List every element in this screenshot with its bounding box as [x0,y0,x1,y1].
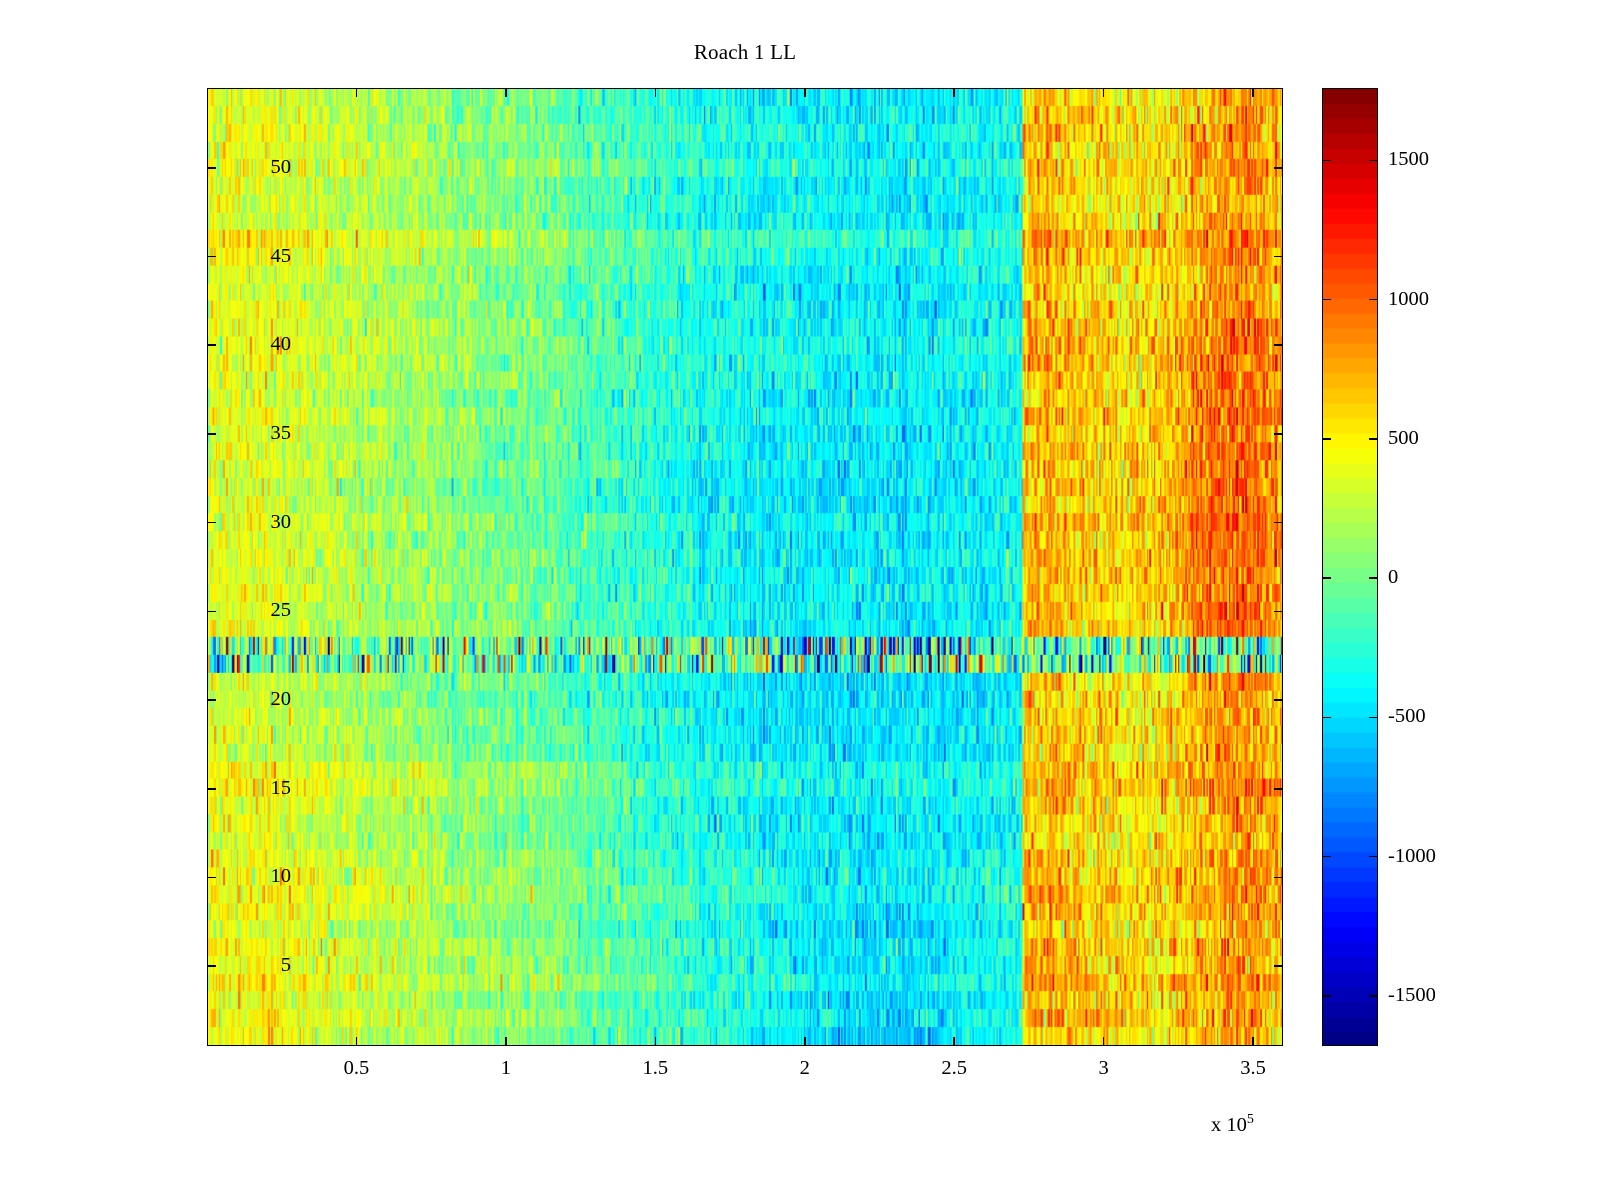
colorbar-tick [1322,298,1331,301]
y-axis-tick [1274,167,1283,169]
x-axis-tick [355,1037,358,1046]
x-axis-tick [505,88,507,97]
y-axis-tick [1274,699,1283,701]
y-axis-tick-label: 50 [270,155,292,178]
y-axis-tick [207,876,216,879]
y-axis-tick [207,167,216,169]
y-axis-tick [1274,610,1283,613]
colorbar-tick [1369,298,1378,301]
x-axis-exponent-base: x 10 [1211,1113,1247,1136]
x-axis-tick [1252,1037,1254,1046]
y-axis-tick [207,521,216,524]
x-axis-tick [654,1037,657,1046]
y-axis-tick [207,699,216,701]
x-axis-tick [1252,88,1254,97]
x-axis-tick [953,88,956,97]
y-axis-tick [1274,255,1283,258]
y-axis-tick [1274,521,1283,524]
y-axis-tick-label: 40 [270,333,292,356]
y-axis-tick-label: 5 [280,954,291,977]
x-axis-tick [803,88,806,97]
x-axis-tick [803,1037,806,1046]
colorbar-tick [1369,716,1378,719]
colorbar-tick-label: 0 [1388,566,1399,589]
y-axis-tick [207,344,216,347]
y-axis-tick-label: 25 [270,599,292,622]
y-axis-tick-label: 10 [270,865,292,888]
x-axis-tick-label: 1.5 [642,1057,669,1079]
x-axis-tick-label: 3 [1098,1057,1109,1079]
colorbar-gradient [1323,89,1377,1045]
y-axis-tick [1274,876,1283,879]
x-axis-tick [355,88,358,97]
colorbar-tick [1322,577,1331,579]
y-axis-tick-label: 45 [270,244,292,267]
y-axis-tick [207,965,216,967]
x-axis-tick [953,1037,956,1046]
y-axis-tick-label: 30 [270,510,292,533]
colorbar-tick [1369,438,1378,440]
y-axis-tick [207,610,216,613]
page-title: Roach 1 LL [693,40,797,64]
x-axis-tick-label: 3.5 [1240,1057,1266,1079]
x-axis-tick-label: 1 [500,1057,511,1079]
x-axis-tick-label: 2 [799,1057,810,1079]
colorbar-tick [1369,995,1378,997]
colorbar-tick-label: -500 [1388,705,1426,728]
y-axis-tick-label: 35 [270,421,292,444]
colorbar-tick-label: 500 [1388,426,1419,449]
y-axis-tick-label: 20 [270,688,292,711]
colorbar-tick [1322,995,1331,997]
y-axis-tick [207,787,216,790]
y-axis-tick [1274,965,1283,967]
y-axis-tick [207,255,216,258]
y-axis-tick [1274,787,1283,790]
colorbar[interactable] [1322,88,1378,1046]
x-axis-tick [654,88,657,97]
x-axis-tick [1102,88,1105,97]
colorbar-tick [1322,438,1331,440]
colorbar-tick [1322,716,1331,719]
colorbar-tick [1369,855,1378,858]
x-axis-exponent: x 105 [1211,1112,1254,1137]
colorbar-tick-label: -1000 [1388,844,1436,867]
colorbar-tick-label: 1500 [1388,148,1429,171]
x-axis-tick-label: 0.5 [343,1057,370,1079]
y-axis-tick-label: 15 [270,776,292,799]
colorbar-tick-label: -1500 [1388,983,1436,1006]
colorbar-tick [1369,577,1378,579]
heatmap-axes[interactable] [207,88,1283,1046]
x-axis-tick [1102,1037,1105,1046]
colorbar-tick [1322,855,1331,858]
y-axis-tick [1274,344,1283,347]
colorbar-tick-label: 1000 [1388,287,1429,310]
x-axis-exponent-power: 5 [1246,1112,1254,1127]
heatmap-image [208,89,1282,1045]
x-axis-tick-label: 2.5 [941,1057,968,1079]
y-axis-tick [1274,433,1283,435]
y-axis-tick [207,433,216,435]
colorbar-tick [1369,159,1378,162]
colorbar-tick [1322,159,1331,162]
x-axis-tick [505,1037,507,1046]
